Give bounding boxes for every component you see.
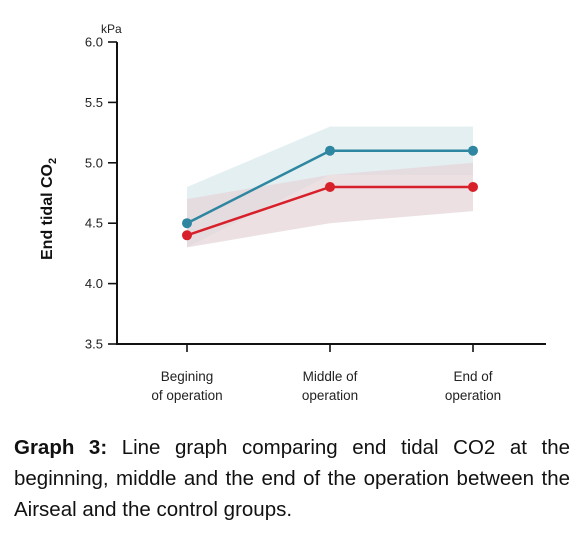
line-chart: 3.5 4.0 4.5 5.0 5.5 6.0 kPa End tidal CO2 Beg… (39, 22, 546, 403)
series-1-point (182, 230, 192, 241)
x-category-label: End of (453, 369, 492, 384)
y-ticks-layer: 3.5 4.0 4.5 5.0 5.5 6.0 (85, 35, 117, 352)
y-tick-label: 5.0 (85, 155, 103, 170)
caption-text: Line graph comparing end tidal CO2 at th… (14, 436, 570, 521)
y-tick-label: 6.0 (85, 35, 103, 50)
x-category-label: of operation (151, 388, 222, 403)
caption-label: Graph 3: (14, 436, 108, 459)
x-category-label: operation (445, 388, 501, 403)
y-axis-label-subscript: 2 (47, 158, 59, 164)
series-0-point (182, 218, 192, 229)
chart-bands-layer (187, 126, 473, 248)
y-tick-label: 5.5 (85, 95, 103, 110)
x-category-labels-layer: Begining of operation Middle of operation En… (151, 344, 501, 403)
series-1-point (468, 181, 478, 192)
chart-points-layer (182, 145, 478, 241)
y-axis-label: End tidal CO2 (39, 158, 59, 260)
y-tick-label: 4.5 (85, 216, 103, 231)
x-category-label: Middle of (303, 369, 358, 384)
y-unit-label: kPa (101, 22, 122, 36)
series-0-point (325, 145, 335, 156)
y-tick-label: 4.0 (85, 276, 103, 291)
figure-caption: Graph 3: Line graph comparing end tidal … (14, 432, 570, 525)
y-axis-label-main: End tidal CO (39, 164, 56, 260)
y-tick-label: 3.5 (85, 337, 103, 352)
x-category-label: Begining (161, 369, 214, 384)
x-category-label: operation (302, 388, 358, 403)
series-1-band (187, 162, 473, 248)
series-0-band (187, 126, 473, 248)
series-1-point (325, 181, 335, 192)
series-0-point (468, 145, 478, 156)
